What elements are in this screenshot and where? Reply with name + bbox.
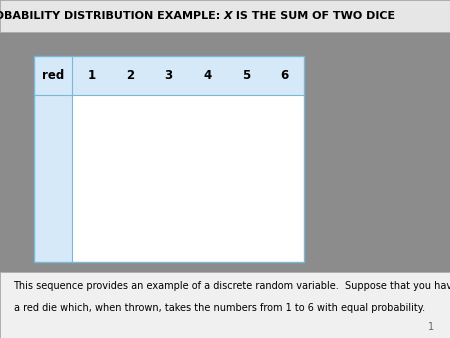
Text: 1: 1 — [87, 69, 95, 82]
Text: This sequence provides an example of a discrete random variable.  Suppose that y: This sequence provides an example of a d… — [14, 281, 450, 291]
Text: IS THE SUM OF TWO DICE: IS THE SUM OF TWO DICE — [232, 11, 395, 21]
Text: 4: 4 — [203, 69, 212, 82]
Bar — [34, 56, 304, 262]
Text: red: red — [42, 69, 64, 82]
Bar — [0, 272, 450, 338]
Text: 1: 1 — [428, 322, 434, 332]
Bar — [0, 0, 450, 32]
Text: a red die which, when thrown, takes the numbers from 1 to 6 with equal probabili: a red die which, when thrown, takes the … — [14, 303, 425, 313]
Text: 2: 2 — [126, 69, 134, 82]
Text: 3: 3 — [165, 69, 173, 82]
Bar — [34, 95, 72, 262]
Text: PROBABILITY DISTRIBUTION EXAMPLE:: PROBABILITY DISTRIBUTION EXAMPLE: — [0, 11, 224, 21]
Bar — [34, 56, 304, 95]
Text: 6: 6 — [280, 69, 288, 82]
Text: X: X — [224, 11, 232, 21]
Text: 5: 5 — [242, 69, 250, 82]
Bar — [72, 95, 304, 262]
